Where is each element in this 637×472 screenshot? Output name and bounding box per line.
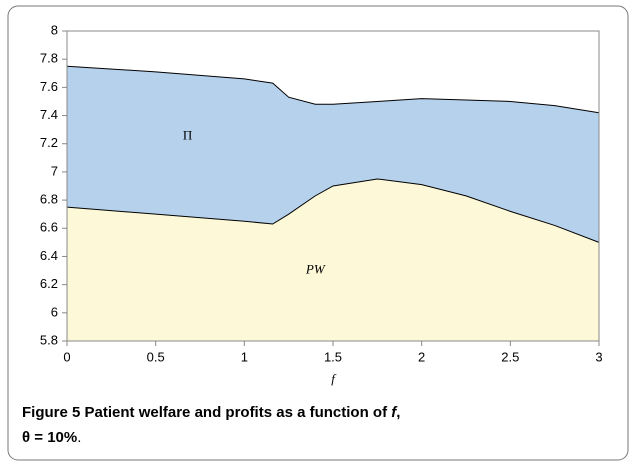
y-tick-label: 7.2 <box>40 135 58 150</box>
caption: Figure 5 Patient welfare and profits as … <box>22 404 400 421</box>
caption-label: Figure 5 <box>22 404 80 421</box>
y-tick-label: 6.4 <box>40 248 58 263</box>
x-axis-label: f <box>331 371 337 386</box>
caption-var: f <box>391 404 398 421</box>
caption-text: Patient welfare and profits as a functio… <box>80 404 391 421</box>
x-tick-label: 2.5 <box>501 349 519 364</box>
y-tick-label: 7.4 <box>40 107 58 122</box>
series-label: Π <box>183 128 192 143</box>
y-tick-label: 6 <box>51 304 58 319</box>
x-tick-label: 2 <box>418 349 425 364</box>
caption-end: . <box>77 429 81 446</box>
y-tick-label: 7.6 <box>40 79 58 94</box>
area <box>67 178 599 341</box>
y-tick-label: 5.8 <box>40 332 58 347</box>
x-tick-label: 3 <box>595 349 602 364</box>
y-tick-label: 6.6 <box>40 220 58 235</box>
caption-theta: θ = 10% <box>22 429 77 446</box>
area-edge <box>66 178 600 243</box>
x-tick-label: 0 <box>63 349 70 364</box>
y-tick-label: 7.8 <box>40 51 58 66</box>
series-label: PW <box>305 262 326 277</box>
x-tick-label: 0.5 <box>147 349 165 364</box>
x-tick-label: 1.5 <box>324 349 342 364</box>
area-edge <box>66 65 600 114</box>
y-tick-label: 7 <box>51 163 58 178</box>
y-tick-label: 8 <box>51 22 58 37</box>
y-tick-label: 6.8 <box>40 192 58 207</box>
caption-line2: θ = 10%. <box>22 429 81 446</box>
x-tick-label: 1 <box>241 349 248 364</box>
caption-comma: , <box>396 404 400 421</box>
y-tick-label: 6.2 <box>40 276 58 291</box>
area <box>67 66 599 243</box>
